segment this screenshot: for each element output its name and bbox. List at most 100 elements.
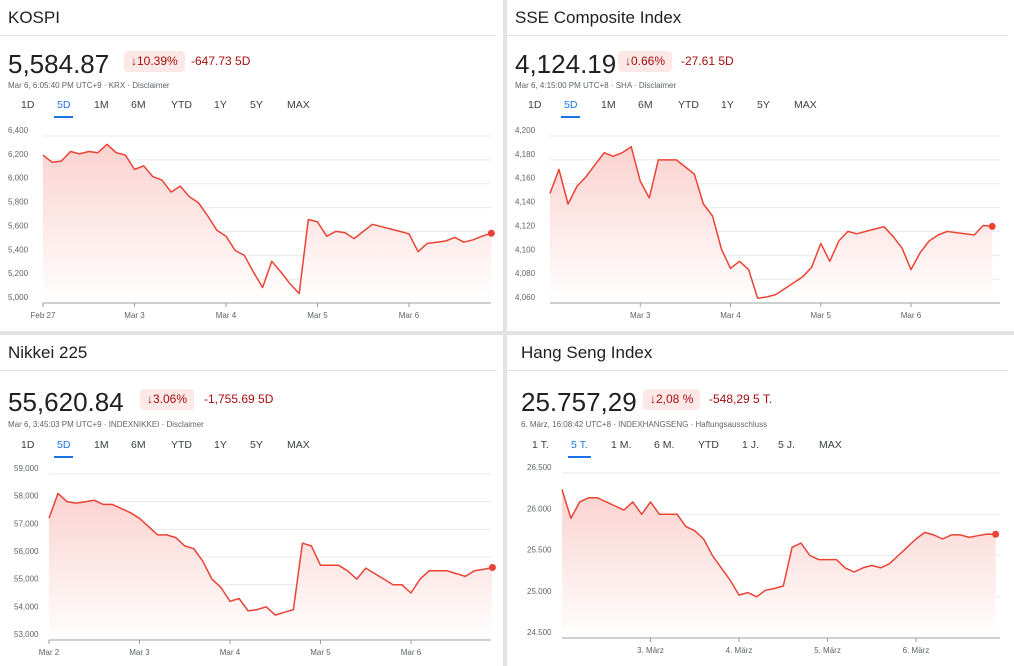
tab-1m[interactable]: 1M — [94, 439, 109, 451]
y-tick-label: 5,200 — [8, 269, 29, 278]
tab-max[interactable]: MAX — [819, 439, 842, 451]
y-tick-label: 25.500 — [527, 546, 552, 555]
x-tick-label: Mar 3 — [124, 311, 145, 320]
change-percent: 3.06% — [153, 392, 188, 406]
title-divider — [507, 35, 1008, 36]
panel-title: Hang Seng Index — [521, 343, 653, 362]
series-line — [42, 143, 492, 295]
price-value: 55,620.84 — [8, 387, 124, 417]
price-chart: 53,000 54,000 55,000 56,000 57,000 58,000 59,0… — [14, 464, 496, 657]
last-value-dot — [487, 229, 495, 237]
panel-title: Nikkei 225 — [8, 343, 88, 362]
timestamp-meta: Mar 6, 6:05:40 PM UTC+9 · KRX · Disclaim… — [8, 81, 170, 90]
tab-6m[interactable]: 6M — [638, 99, 653, 111]
panel-title: KOSPI — [8, 8, 60, 27]
y-tick-label: 54,000 — [14, 602, 39, 611]
y-tick-label: 55,000 — [14, 575, 39, 584]
tab-ytd[interactable]: YTD — [678, 99, 699, 111]
timestamp-meta: Mar 6, 4:15:00 PM UTC+8 · SHA · Disclaim… — [515, 81, 677, 90]
change-percent: 2,08 % — [656, 392, 694, 406]
y-tick-label: 4,100 — [515, 245, 536, 254]
y-tick-label: 4,120 — [515, 221, 536, 230]
tab-1d[interactable]: 1D — [21, 99, 35, 111]
tab-ytd[interactable]: YTD — [171, 99, 192, 111]
y-tick-label: 5,800 — [8, 198, 29, 207]
change-percent-badge: ↓2,08 % — [643, 389, 701, 410]
tab-5d[interactable]: 5D — [53, 99, 74, 118]
tab-1t[interactable]: 1 T. — [532, 439, 549, 451]
panel-sse-composite: SSE Composite Index 4,124.19 ↓0.66% -27.… — [507, 0, 1014, 331]
tab-1y[interactable]: 1Y — [214, 99, 227, 111]
series-area — [562, 489, 996, 638]
arrow-down-icon: ↓ — [147, 392, 153, 406]
x-tick-label: Mar 6 — [901, 311, 922, 320]
price-chart: 4,060 4,080 4,100 4,120 4,140 4,160 4,180 4,200… — [515, 126, 1000, 320]
change-percent-badge: ↓3.06% — [140, 389, 195, 410]
tab-6m[interactable]: 6M — [131, 99, 146, 111]
tab-6m[interactable]: 6M — [131, 439, 146, 451]
tab-1m[interactable]: 1 M. — [611, 439, 632, 451]
tab-5y[interactable]: 5Y — [757, 99, 770, 111]
x-tick-label: Mar 2 — [39, 648, 60, 657]
x-tick-label: Mar 6 — [401, 648, 422, 657]
change-absolute: -548,29 5 T. — [709, 392, 773, 406]
tab-max[interactable]: MAX — [287, 439, 310, 451]
last-value-dot — [988, 222, 996, 230]
arrow-down-icon: ↓ — [650, 392, 656, 406]
change-absolute: -27.61 5D — [681, 54, 734, 68]
price-chart: 24.500 25.000 25.500 26.000 26.500 3. März 4. … — [527, 463, 1000, 655]
y-tick-label: 56,000 — [14, 547, 39, 556]
tab-1d[interactable]: 1D — [528, 99, 542, 111]
tab-1m[interactable]: 1M — [601, 99, 616, 111]
tab-1j[interactable]: 1 J. — [742, 439, 759, 451]
y-tick-label: 5,400 — [8, 245, 29, 254]
tab-max[interactable]: MAX — [287, 99, 310, 111]
tab-5y[interactable]: 5Y — [250, 99, 263, 111]
y-tick-label: 26.000 — [527, 504, 552, 513]
x-tick-label: 4. März — [726, 646, 753, 655]
tab-1d[interactable]: 1D — [21, 439, 35, 451]
timestamp-meta: Mar 6, 3:45:03 PM UTC+9 · INDEXNIKKEI · … — [8, 420, 204, 429]
x-tick-label: Feb 27 — [31, 311, 56, 320]
tab-1m[interactable]: 1M — [94, 99, 109, 111]
change-percent: 0.66% — [631, 54, 666, 68]
y-tick-label: 26.500 — [527, 463, 552, 472]
arrow-down-icon: ↓ — [131, 54, 137, 68]
x-tick-label: Mar 6 — [399, 311, 420, 320]
series-line — [561, 489, 996, 598]
tab-ytd[interactable]: YTD — [698, 439, 719, 451]
y-tick-label: 5,000 — [8, 293, 29, 302]
tab-5y[interactable]: 5Y — [250, 439, 263, 451]
change-percent-badge: ↓0.66% — [618, 51, 673, 72]
panel-nikkei-225: Nikkei 225 55,620.84 ↓3.06% -1,755.69 5D… — [0, 335, 503, 666]
arrow-down-icon: ↓ — [625, 54, 631, 68]
price-value: 5,584.87 — [8, 49, 110, 79]
tab-5d[interactable]: 5D — [560, 99, 581, 118]
tab-5t[interactable]: 5 T. — [568, 439, 591, 458]
tab-5d[interactable]: 5D — [53, 439, 74, 458]
title-divider — [0, 35, 497, 36]
timestamp-meta: 6. März, 16:08:42 UTC+8 · INDEXHANGSENG … — [521, 420, 768, 429]
tab-max[interactable]: MAX — [794, 99, 817, 111]
tab-1y[interactable]: 1Y — [721, 99, 734, 111]
change-absolute: -1,755.69 5D — [204, 392, 274, 406]
x-tick-label: Mar 5 — [307, 311, 328, 320]
change-absolute: -647.73 5D — [191, 54, 251, 68]
last-value-dot — [488, 563, 496, 571]
x-tick-label: Mar 3 — [129, 648, 150, 657]
series-line — [549, 145, 993, 299]
x-tick-label: 3. März — [637, 646, 664, 655]
tab-6m[interactable]: 6 M. — [654, 439, 675, 451]
tab-1y[interactable]: 1Y — [214, 439, 227, 451]
x-tick-label: Mar 5 — [310, 648, 331, 657]
y-tick-label: 4,140 — [515, 198, 536, 207]
y-tick-label: 4,160 — [515, 174, 536, 183]
x-tick-label: Mar 4 — [220, 648, 241, 657]
y-tick-label: 5,600 — [8, 221, 29, 230]
y-tick-label: 4,080 — [515, 269, 536, 278]
panel-kospi: KOSPI 5,584.87 ↓10.39% -647.73 5D Mar 6,… — [0, 0, 503, 331]
tab-ytd[interactable]: YTD — [171, 439, 192, 451]
tab-5j[interactable]: 5 J. — [778, 439, 795, 451]
series-area — [49, 493, 493, 640]
y-tick-label: 24.500 — [527, 628, 552, 637]
